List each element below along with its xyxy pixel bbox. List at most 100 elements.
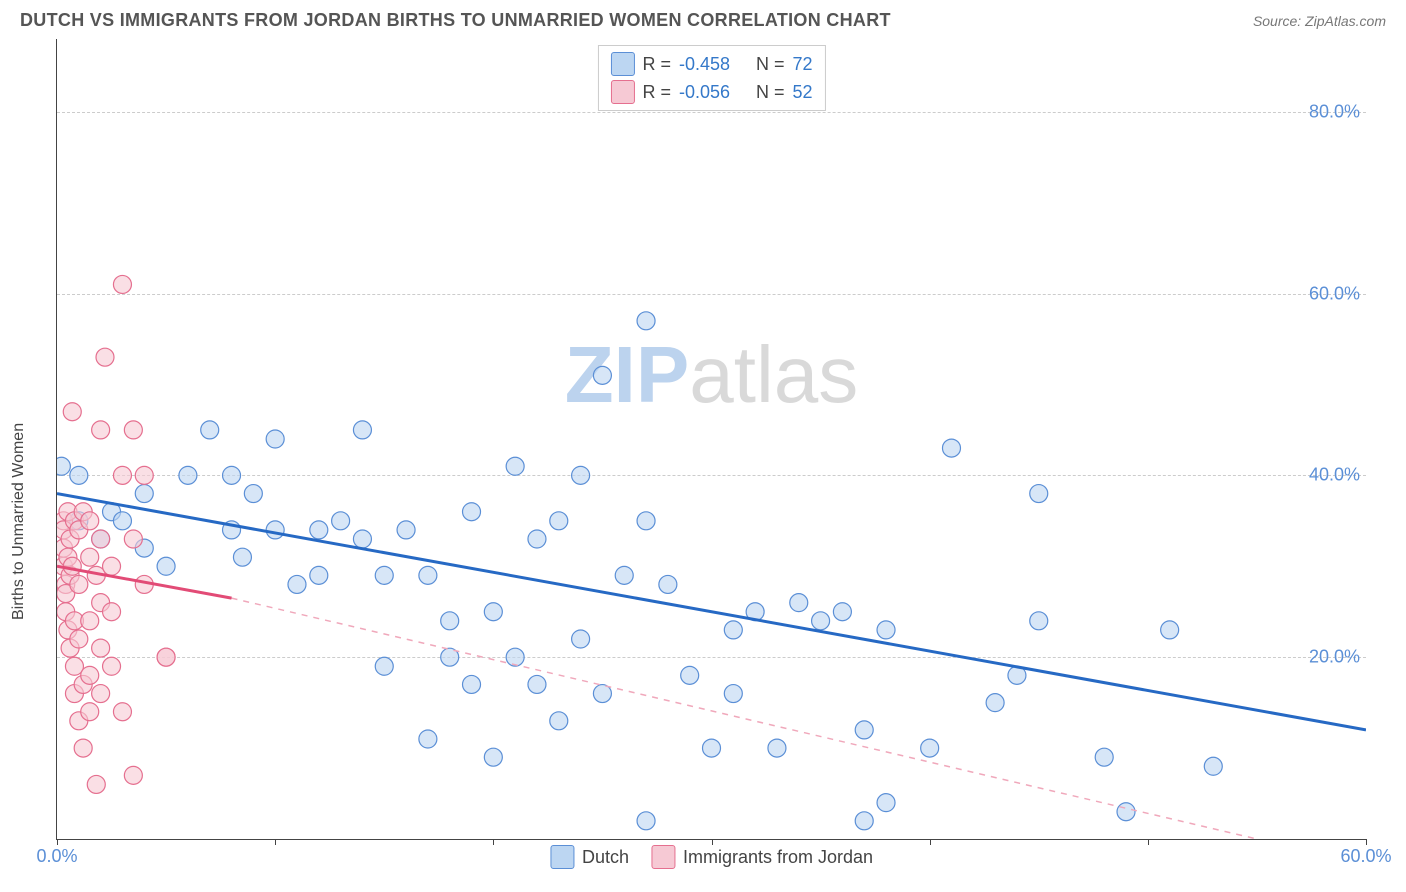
data-point-dutch: [1030, 612, 1048, 630]
data-point-dutch: [223, 466, 241, 484]
data-point-dutch: [463, 675, 481, 693]
chart-title: DUTCH VS IMMIGRANTS FROM JORDAN BIRTHS T…: [20, 10, 891, 31]
data-point-dutch: [353, 530, 371, 548]
data-point-jordan: [157, 648, 175, 666]
data-point-dutch: [986, 694, 1004, 712]
data-point-jordan: [70, 630, 88, 648]
data-point-dutch: [310, 521, 328, 539]
data-point-dutch: [790, 594, 808, 612]
data-point-jordan: [81, 703, 99, 721]
data-point-jordan: [96, 348, 114, 366]
x-tick-mark: [57, 839, 58, 845]
data-point-jordan: [63, 403, 81, 421]
legend-series: Dutch Immigrants from Jordan: [550, 845, 873, 869]
data-point-dutch: [724, 621, 742, 639]
n-label: N =: [756, 54, 785, 75]
data-point-dutch: [942, 439, 960, 457]
data-point-dutch: [506, 648, 524, 666]
data-point-dutch: [266, 521, 284, 539]
x-tick-mark: [275, 839, 276, 845]
data-point-dutch: [353, 421, 371, 439]
data-point-jordan: [92, 530, 110, 548]
legend-series-item: Immigrants from Jordan: [651, 845, 873, 869]
data-point-dutch: [833, 603, 851, 621]
data-point-dutch: [637, 312, 655, 330]
data-point-dutch: [1161, 621, 1179, 639]
data-point-dutch: [244, 485, 262, 503]
data-point-jordan: [70, 575, 88, 593]
x-tick-mark: [1366, 839, 1367, 845]
data-point-dutch: [572, 466, 590, 484]
data-point-jordan: [81, 548, 99, 566]
data-point-dutch: [877, 621, 895, 639]
data-point-dutch: [703, 739, 721, 757]
data-point-jordan: [81, 612, 99, 630]
data-point-jordan: [81, 666, 99, 684]
data-point-dutch: [375, 566, 393, 584]
data-point-jordan: [63, 557, 81, 575]
data-point-dutch: [419, 566, 437, 584]
data-point-dutch: [463, 503, 481, 521]
data-point-dutch: [855, 812, 873, 830]
data-point-dutch: [332, 512, 350, 530]
data-point-dutch: [550, 712, 568, 730]
data-point-jordan: [92, 421, 110, 439]
data-point-dutch: [528, 530, 546, 548]
n-value: 72: [793, 54, 813, 75]
data-point-dutch: [441, 612, 459, 630]
scatter-svg: [57, 39, 1366, 839]
chart-source: Source: ZipAtlas.com: [1253, 13, 1386, 29]
data-point-dutch: [921, 739, 939, 757]
data-point-dutch: [484, 603, 502, 621]
legend-swatch: [610, 80, 634, 104]
data-point-dutch: [233, 548, 251, 566]
data-point-dutch: [266, 430, 284, 448]
data-point-dutch: [768, 739, 786, 757]
legend-correlation: R =-0.458N =72R =-0.056N =52: [597, 45, 825, 111]
data-point-jordan: [135, 466, 153, 484]
data-point-dutch: [572, 630, 590, 648]
data-point-dutch: [288, 575, 306, 593]
data-point-jordan: [113, 703, 131, 721]
data-point-dutch: [615, 566, 633, 584]
data-point-dutch: [550, 512, 568, 530]
x-tick-mark: [493, 839, 494, 845]
data-point-dutch: [637, 512, 655, 530]
n-label: N =: [756, 82, 785, 103]
data-point-jordan: [113, 466, 131, 484]
data-point-jordan: [103, 557, 121, 575]
data-point-dutch: [157, 557, 175, 575]
y-axis-label: Births to Unmarried Women: [10, 423, 28, 620]
data-point-dutch: [419, 730, 437, 748]
data-point-jordan: [92, 685, 110, 703]
data-point-jordan: [113, 275, 131, 293]
data-point-dutch: [1030, 485, 1048, 503]
data-point-dutch: [637, 812, 655, 830]
legend-correlation-row: R =-0.458N =72: [610, 50, 812, 78]
data-point-jordan: [74, 739, 92, 757]
data-point-jordan: [103, 603, 121, 621]
data-point-dutch: [310, 566, 328, 584]
x-tick-mark: [930, 839, 931, 845]
r-value: -0.458: [679, 54, 730, 75]
data-point-dutch: [484, 748, 502, 766]
data-point-jordan: [124, 530, 142, 548]
data-point-dutch: [113, 512, 131, 530]
data-point-dutch: [812, 612, 830, 630]
data-point-dutch: [397, 521, 415, 539]
trend-line-dutch: [57, 494, 1366, 730]
data-point-dutch: [179, 466, 197, 484]
data-point-dutch: [1117, 803, 1135, 821]
x-tick-label: 0.0%: [36, 846, 77, 867]
trend-line-dashed-jordan: [232, 598, 1257, 839]
data-point-jordan: [103, 657, 121, 675]
r-value: -0.056: [679, 82, 730, 103]
data-point-jordan: [124, 766, 142, 784]
legend-series-item: Dutch: [550, 845, 629, 869]
data-point-dutch: [681, 666, 699, 684]
data-point-dutch: [70, 466, 88, 484]
legend-correlation-row: R =-0.056N =52: [610, 78, 812, 106]
data-point-dutch: [1095, 748, 1113, 766]
data-point-dutch: [135, 485, 153, 503]
r-label: R =: [642, 82, 671, 103]
